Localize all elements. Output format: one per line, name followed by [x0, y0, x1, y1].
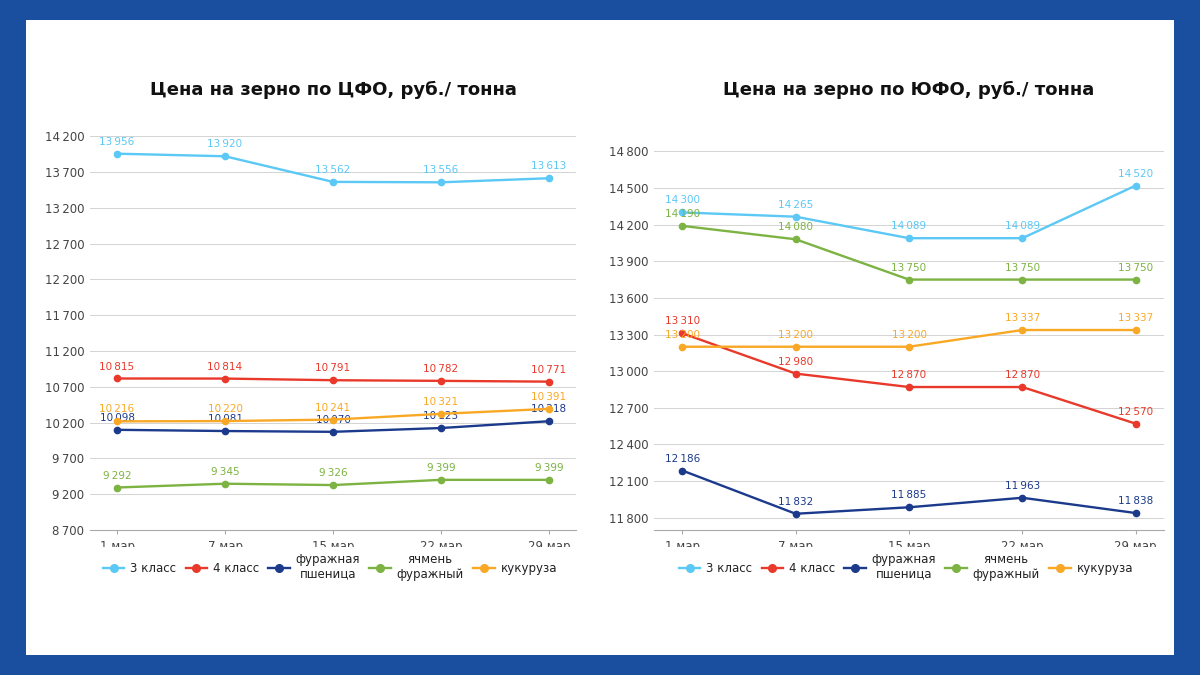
- Text: 10 321: 10 321: [424, 397, 458, 407]
- Text: 12 186: 12 186: [665, 454, 700, 464]
- Title: Цена на зерно по ЦФО, руб./ тонна: Цена на зерно по ЦФО, руб./ тонна: [150, 81, 516, 99]
- Text: 13 956: 13 956: [100, 137, 134, 146]
- Text: 10 241: 10 241: [316, 402, 350, 412]
- Text: 13 613: 13 613: [532, 161, 566, 171]
- Text: 13 750: 13 750: [1118, 263, 1153, 273]
- Text: 9 399: 9 399: [427, 463, 455, 473]
- Text: 14 265: 14 265: [778, 200, 814, 210]
- Text: 12 980: 12 980: [778, 356, 814, 367]
- Text: 14 089: 14 089: [892, 221, 926, 232]
- Text: 10 098: 10 098: [100, 413, 134, 423]
- Text: 10 081: 10 081: [208, 414, 242, 424]
- Text: 10 815: 10 815: [100, 362, 134, 371]
- Text: 10 771: 10 771: [532, 364, 566, 375]
- Text: 10 123: 10 123: [424, 411, 458, 421]
- Text: 11 885: 11 885: [892, 490, 926, 500]
- Text: 10 782: 10 782: [424, 364, 458, 374]
- Text: 9 326: 9 326: [319, 468, 347, 478]
- Text: 11 838: 11 838: [1118, 496, 1153, 506]
- Text: 13 200: 13 200: [665, 330, 700, 340]
- Title: Цена на зерно по ЮФО, руб./ тонна: Цена на зерно по ЮФО, руб./ тонна: [724, 81, 1094, 99]
- Text: 13 750: 13 750: [892, 263, 926, 273]
- Text: 9 399: 9 399: [535, 463, 563, 473]
- Text: 13 310: 13 310: [665, 317, 700, 326]
- Text: 11 832: 11 832: [778, 497, 814, 507]
- Text: 10 391: 10 391: [532, 392, 566, 402]
- Text: 13 920: 13 920: [208, 139, 242, 149]
- Text: 10 220: 10 220: [208, 404, 242, 414]
- Text: 13 200: 13 200: [892, 330, 926, 340]
- Text: 13 200: 13 200: [778, 330, 814, 340]
- Text: 9 292: 9 292: [103, 470, 131, 481]
- Text: 14 190: 14 190: [665, 209, 700, 219]
- Text: 10 791: 10 791: [316, 363, 350, 373]
- Text: 13 562: 13 562: [316, 165, 350, 175]
- Text: 10 216: 10 216: [100, 404, 134, 414]
- Text: 10 218: 10 218: [532, 404, 566, 414]
- Text: 10 070: 10 070: [316, 415, 350, 425]
- Legend: 3 класс, 4 класс, фуражная
пшеница, ячмень
фуражный, кукуруза: 3 класс, 4 класс, фуражная пшеница, ячме…: [103, 553, 557, 580]
- Text: 10 814: 10 814: [208, 362, 242, 372]
- Text: 14 080: 14 080: [778, 222, 814, 232]
- Text: 12 870: 12 870: [1004, 370, 1040, 380]
- Text: 11 963: 11 963: [1004, 481, 1040, 491]
- Text: 13 750: 13 750: [1004, 263, 1040, 273]
- Text: 14 520: 14 520: [1118, 169, 1153, 179]
- Text: 14 300: 14 300: [665, 196, 700, 205]
- Text: 13 556: 13 556: [424, 165, 458, 176]
- Text: 14 089: 14 089: [1004, 221, 1040, 232]
- Legend: 3 класс, 4 класс, фуражная
пшеница, ячмень
фуражный, кукуруза: 3 класс, 4 класс, фуражная пшеница, ячме…: [679, 553, 1133, 580]
- Text: 12 870: 12 870: [892, 370, 926, 380]
- Text: 9 345: 9 345: [211, 467, 239, 477]
- Text: 13 337: 13 337: [1004, 313, 1040, 323]
- Text: 13 337: 13 337: [1118, 313, 1153, 323]
- Text: 12 570: 12 570: [1118, 407, 1153, 416]
